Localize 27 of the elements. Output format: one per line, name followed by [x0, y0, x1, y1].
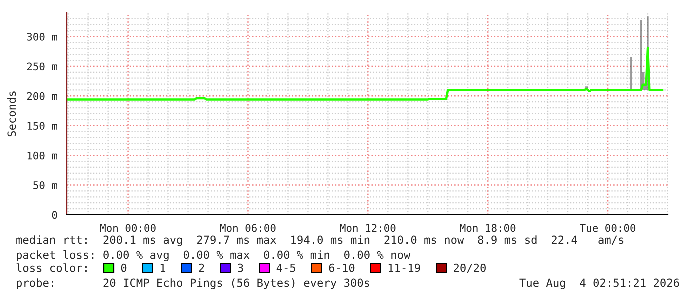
legend-label: 3	[238, 264, 244, 272]
text: packet loss: 0.00 % avg 0.00 % max 0.00 % min 0.00 % now	[17, 250, 411, 262]
x-tick-label: Mon 18:00	[460, 224, 516, 232]
text: Tue Aug 4 02:51:21 2026	[520, 278, 680, 290]
x-tick-label: Mon 00:00	[100, 224, 156, 232]
legend-label: 4-5	[276, 264, 296, 272]
legend-label: 0	[121, 264, 127, 272]
x-tick-label: Tue 00:00	[580, 224, 636, 232]
legend-label: 11-19	[388, 264, 420, 272]
y-tick-label: 250 m	[27, 62, 58, 71]
legend-title: loss color:	[16, 264, 87, 272]
y-axis-title: Seconds	[8, 92, 16, 137]
legend-label: 2	[199, 264, 204, 272]
y-tick-label: 200 m	[27, 92, 58, 100]
y-tick-label: 300 m	[27, 33, 58, 41]
line-series	[67, 46, 664, 101]
y-tick-label: 150 m	[28, 122, 58, 130]
y-tick-label: 50 m	[34, 182, 58, 190]
legend-label: 6-10	[329, 264, 355, 272]
text: probe: 20 ICMP Echo Pings (56 Bytes) every 300s	[17, 278, 370, 290]
x-tick-label: Mon 12:00	[340, 224, 396, 232]
y-tick-label: 100 m	[28, 152, 58, 160]
legend-label: 1	[160, 264, 166, 272]
text: median rtt: 200.1 ms avg 279.7 ms max 194.0 ms min 210.0 ms now 8.9 ms sd 22.4 am/s	[16, 236, 624, 246]
y-tick-label: 0	[52, 211, 58, 220]
x-tick-label: Mon 06:00	[220, 224, 276, 232]
legend-label: 20/20	[454, 264, 486, 274]
